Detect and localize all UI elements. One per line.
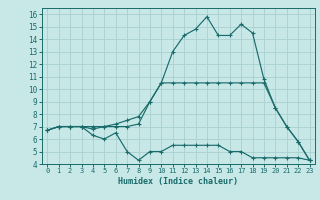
X-axis label: Humidex (Indice chaleur): Humidex (Indice chaleur) [118,177,238,186]
